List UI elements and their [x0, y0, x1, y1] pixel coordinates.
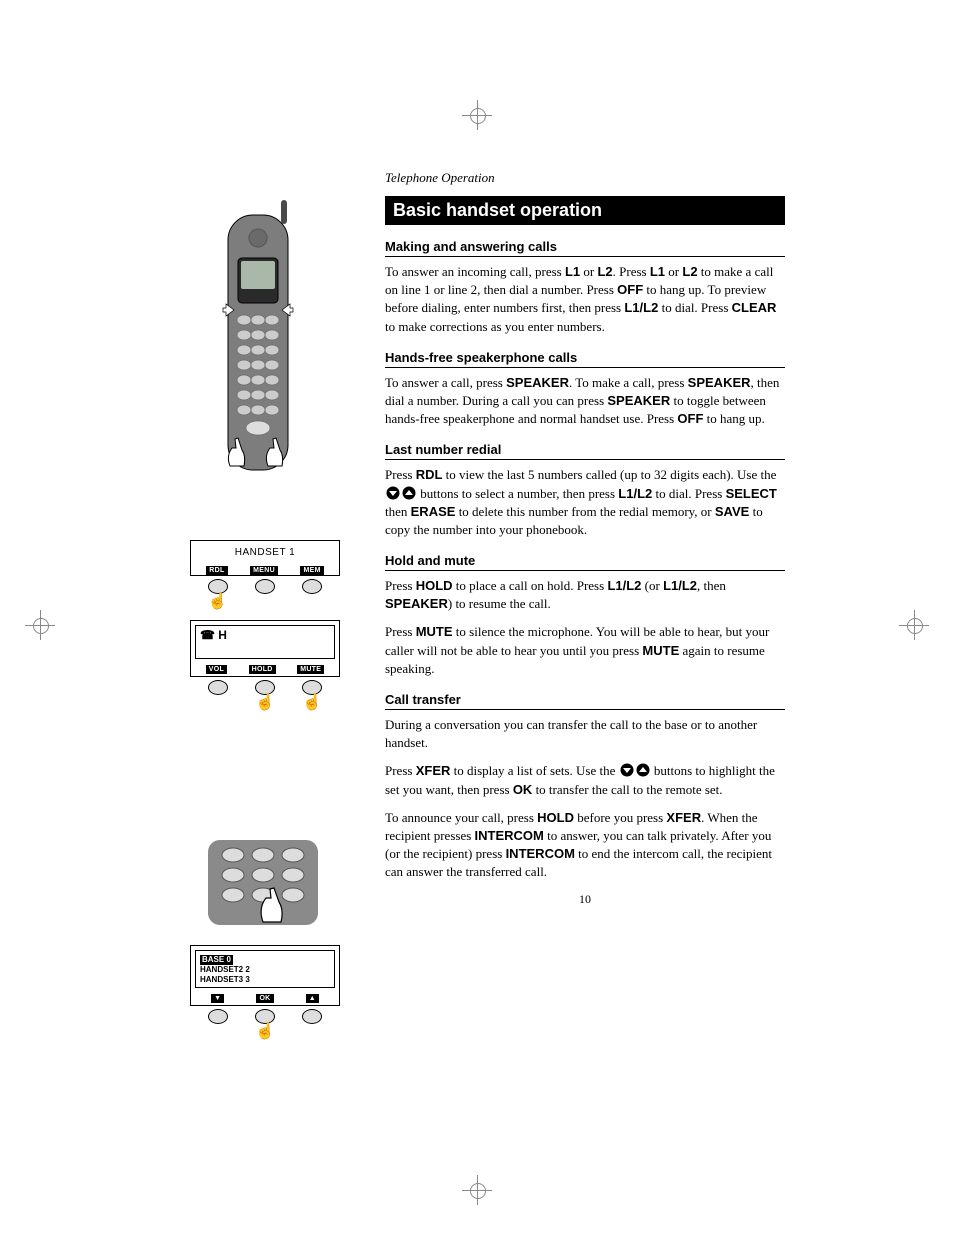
crop-mark-right	[899, 610, 929, 640]
screen-title: HANDSET 1	[191, 541, 339, 564]
para-hold: Press HOLD to place a call on hold. Pres…	[385, 577, 785, 613]
para-redial: Press RDL to view the last 5 numbers cal…	[385, 466, 785, 539]
softkey-mem: MEM	[300, 566, 323, 575]
softkey-ok: OK	[256, 994, 273, 1003]
para-mute: Press MUTE to silence the microphone. Yo…	[385, 623, 785, 678]
para-transfer-3: To announce your call, press HOLD before…	[385, 809, 785, 882]
pointing-hand-icon: ☝	[289, 695, 336, 711]
para-speakerphone: To answer a call, press SPEAKER. To make…	[385, 374, 785, 429]
softkey-down: ▼	[211, 994, 224, 1003]
softkey-vol: VOL	[206, 665, 227, 674]
crop-mark-bottom	[462, 1175, 492, 1205]
section-label: Telephone Operation	[385, 170, 785, 186]
list-item-handset2: HANDSET2 2	[200, 965, 330, 975]
para-making-calls: To answer an incoming call, press L1 or …	[385, 263, 785, 336]
down-arrow-icon	[386, 486, 400, 500]
heading-making-calls: Making and answering calls	[385, 239, 785, 257]
softkey-rdl: RDL	[206, 566, 227, 575]
heading-hold-mute: Hold and mute	[385, 553, 785, 571]
crop-mark-top	[462, 100, 492, 130]
up-arrow-icon	[402, 486, 416, 500]
up-arrow-icon	[636, 763, 650, 777]
pointing-hand-icon: ☝	[241, 695, 288, 711]
list-item-handset3: HANDSET3 3	[200, 975, 330, 985]
softkey-up: ▲	[306, 994, 319, 1003]
para-transfer-2: Press XFER to display a list of sets. Us…	[385, 762, 785, 798]
heading-speakerphone: Hands-free speakerphone calls	[385, 350, 785, 368]
softkey-menu: MENU	[250, 566, 278, 575]
pointing-hand-icon: ☝	[194, 594, 241, 610]
text-column: Telephone Operation Basic handset operat…	[385, 170, 785, 907]
list-item-base: BASE 0	[200, 955, 233, 965]
down-arrow-icon	[620, 763, 634, 777]
screen-softkey-diagram-2: BASE 0 HANDSET2 2 HANDSET3 3 ▼ OK ▲	[190, 945, 340, 1046]
handset-illustration	[208, 200, 308, 480]
page-number: 10	[385, 892, 785, 907]
pointing-hand-icon: ☝	[241, 1024, 288, 1040]
keypad-closeup-illustration	[208, 840, 318, 925]
softkey-hold: HOLD	[249, 665, 276, 674]
page-title: Basic handset operation	[385, 196, 785, 225]
screen-softkey-diagram-1: HANDSET 1 RDL MENU MEM ☝ ☎	[190, 540, 340, 717]
para-transfer-1: During a conversation you can transfer t…	[385, 716, 785, 752]
softkey-mute: MUTE	[297, 665, 324, 674]
phone-hold-icon: ☎ H	[200, 628, 227, 642]
crop-mark-left	[25, 610, 55, 640]
heading-redial: Last number redial	[385, 442, 785, 460]
heading-transfer: Call transfer	[385, 692, 785, 710]
